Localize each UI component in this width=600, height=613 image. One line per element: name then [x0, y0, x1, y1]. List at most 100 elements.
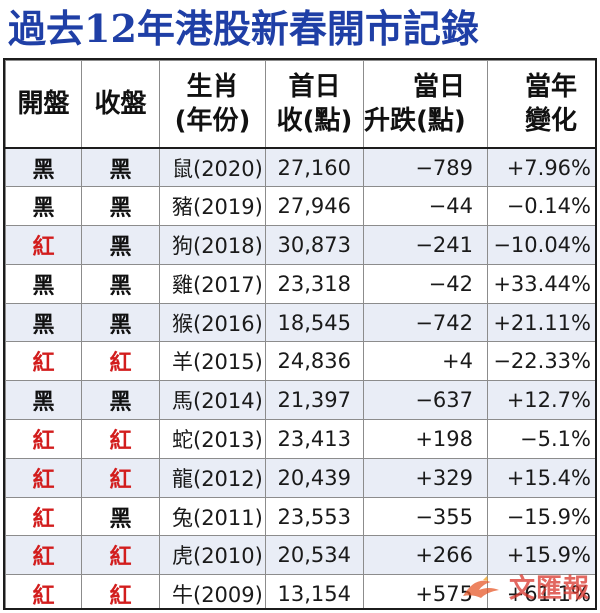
header-first-close-line1: 首日: [288, 72, 341, 102]
cell-open: 黑: [5, 380, 82, 421]
header-day-change-line2: 升跌(點): [364, 106, 466, 136]
header-first-close-line2: 收(點): [276, 106, 353, 136]
cell-zodiac: 鼠(2020): [159, 147, 266, 188]
cell-day-change: +575: [363, 574, 488, 608]
cell-first-close: 18,545: [265, 302, 364, 343]
cell-close: 黑: [81, 263, 160, 304]
cell-year-change: −10.04%: [487, 225, 595, 265]
cell-close: 紅: [81, 419, 160, 459]
header-close: 收盤: [81, 60, 160, 149]
cell-year-change: +15.9%: [487, 535, 595, 576]
cell-first-close: 20,439: [265, 457, 364, 498]
cell-year-change: +15.4%: [487, 457, 595, 498]
table-row: 黑 黑 雞(2017) 23,318 −42 +33.44%: [5, 263, 595, 304]
cell-day-change: −789: [363, 147, 488, 188]
cell-zodiac: 蛇(2013): [159, 419, 266, 459]
cell-zodiac: 兔(2011): [159, 496, 266, 537]
cell-zodiac: 豬(2019): [159, 186, 266, 227]
header-zodiac-line1: 生肖: [186, 72, 239, 102]
cell-close: 紅: [81, 341, 160, 382]
table-row: 紅 黑 兔(2011) 23,553 −355 −15.9%: [5, 496, 595, 537]
cell-open: 紅: [5, 535, 82, 576]
cell-close: 黑: [81, 380, 160, 421]
cell-close: 黑: [81, 302, 160, 343]
cell-day-change: −42: [363, 263, 488, 304]
cell-close: 黑: [81, 186, 160, 227]
cell-year-change: −15.9%: [487, 496, 595, 537]
cell-year-change: +7.96%: [487, 147, 595, 188]
cell-open: 黑: [5, 147, 82, 188]
cell-first-close: 23,553: [265, 496, 364, 537]
records-table-container: 開盤 收盤 生肖 (年份) 首日 收(點) 當日 升跌(點): [3, 58, 597, 610]
table-row: 黑 黑 猴(2016) 18,545 −742 +21.11%: [5, 302, 595, 343]
cell-close: 黑: [81, 496, 160, 537]
cell-first-close: 27,946: [265, 186, 364, 227]
table-row: 紅 紅 牛(2009) 13,154 +575 +61.1%: [5, 574, 595, 608]
cell-year-change: −0.14%: [487, 186, 595, 227]
header-year-change: 當年 變化: [487, 60, 595, 149]
header-first-close: 首日 收(點): [265, 60, 364, 149]
cell-zodiac: 虎(2010): [159, 535, 266, 576]
table-row: 黑 黑 馬(2014) 21,397 −637 +12.7%: [5, 380, 595, 421]
header-zodiac: 生肖 (年份): [159, 60, 266, 149]
table-row: 紅 黑 狗(2018) 30,873 −241 −10.04%: [5, 225, 595, 265]
cell-first-close: 23,413: [265, 419, 364, 459]
cell-zodiac: 羊(2015): [159, 341, 266, 382]
table-header-row: 開盤 收盤 生肖 (年份) 首日 收(點) 當日 升跌(點): [5, 60, 595, 149]
header-zodiac-line2: (年份): [174, 106, 251, 136]
cell-open: 紅: [5, 574, 82, 608]
cell-day-change: −241: [363, 225, 488, 265]
records-table: 開盤 收盤 生肖 (年份) 首日 收(點) 當日 升跌(點): [5, 60, 595, 608]
cell-year-change: +12.7%: [487, 380, 595, 421]
cell-close: 紅: [81, 574, 160, 608]
header-open: 開盤: [5, 60, 82, 149]
cell-day-change: +329: [363, 457, 488, 498]
table-row: 紅 紅 虎(2010) 20,534 +266 +15.9%: [5, 535, 595, 576]
cell-day-change: −355: [363, 496, 488, 537]
header-close-label: 收盤: [94, 89, 147, 119]
cell-zodiac: 狗(2018): [159, 225, 266, 265]
table-body: 黑 黑 鼠(2020) 27,160 −789 +7.96% 黑 黑 豬(201…: [5, 147, 595, 608]
cell-open: 紅: [5, 341, 82, 382]
cell-close: 黑: [81, 147, 160, 188]
cell-zodiac: 龍(2012): [159, 457, 266, 498]
table-row: 黑 黑 豬(2019) 27,946 −44 −0.14%: [5, 186, 595, 227]
page-title: 過去12年港股新春開市記錄: [8, 6, 479, 51]
cell-day-change: −637: [363, 380, 488, 421]
cell-zodiac: 牛(2009): [159, 574, 266, 608]
cell-close: 紅: [81, 457, 160, 498]
cell-day-change: +198: [363, 419, 488, 459]
cell-first-close: 13,154: [265, 574, 364, 608]
cell-close: 黑: [81, 225, 160, 265]
cell-first-close: 27,160: [265, 147, 364, 188]
cell-year-change: +61.1%: [487, 574, 595, 608]
cell-open: 紅: [5, 225, 82, 265]
cell-close: 紅: [81, 535, 160, 576]
cell-day-change: +266: [363, 535, 488, 576]
cell-open: 黑: [5, 263, 82, 304]
table-row: 紅 紅 羊(2015) 24,836 +4 −22.33%: [5, 341, 595, 382]
header-day-change: 當日 升跌(點): [363, 60, 488, 149]
cell-zodiac: 馬(2014): [159, 380, 266, 421]
cell-year-change: +21.11%: [487, 302, 595, 343]
cell-open: 黑: [5, 302, 82, 343]
header-year-change-line1: 當年: [524, 72, 577, 102]
cell-open: 紅: [5, 496, 82, 537]
cell-open: 紅: [5, 419, 82, 459]
cell-open: 紅: [5, 457, 82, 498]
header-open-label: 開盤: [17, 89, 70, 119]
cell-zodiac: 猴(2016): [159, 302, 266, 343]
header-year-change-line2: 變化: [524, 106, 577, 136]
cell-year-change: −22.33%: [487, 341, 595, 382]
table-row: 紅 紅 龍(2012) 20,439 +329 +15.4%: [5, 457, 595, 498]
cell-first-close: 30,873: [265, 225, 364, 265]
cell-day-change: −44: [363, 186, 488, 227]
cell-first-close: 24,836: [265, 341, 364, 382]
cell-day-change: −742: [363, 302, 488, 343]
table-row: 黑 黑 鼠(2020) 27,160 −789 +7.96%: [5, 147, 595, 188]
cell-year-change: +33.44%: [487, 263, 595, 304]
cell-day-change: +4: [363, 341, 488, 382]
cell-first-close: 20,534: [265, 535, 364, 576]
header-day-change-line1: 當日: [412, 72, 465, 102]
cell-zodiac: 雞(2017): [159, 263, 266, 304]
